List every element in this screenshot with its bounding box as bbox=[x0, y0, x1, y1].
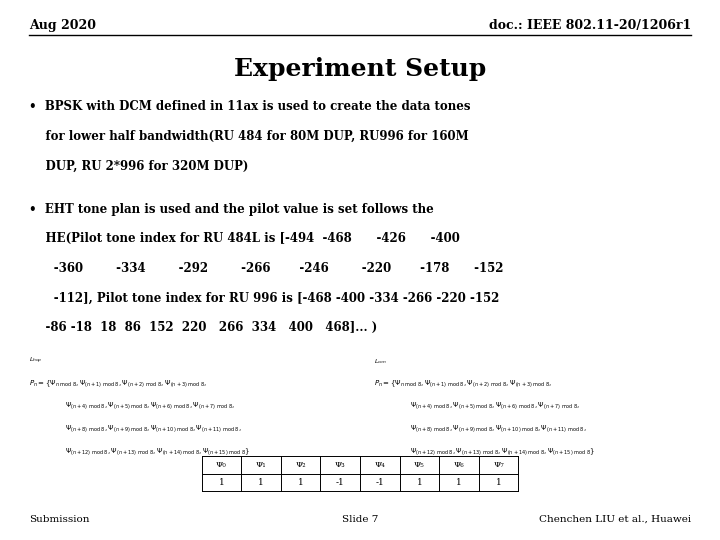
Text: $\Psi_{(n+12)\ \mathrm{mod}\ 8}, \Psi_{(n+13)\ \mathrm{mod}\ 8}, \Psi_{(n+14)\ \: $\Psi_{(n+12)\ \mathrm{mod}\ 8}, \Psi_{(… bbox=[410, 446, 595, 457]
Text: -112], Pilot tone index for RU 996 is [-468 -400 -334 -266 -220 -152: -112], Pilot tone index for RU 996 is [-… bbox=[29, 292, 499, 305]
Text: •  EHT tone plan is used and the pilot value is set follows the: • EHT tone plan is used and the pilot va… bbox=[29, 202, 433, 215]
Text: $L_{con}$: $L_{con}$ bbox=[374, 357, 387, 366]
Text: 1: 1 bbox=[219, 478, 224, 487]
Text: Experiment Setup: Experiment Setup bbox=[234, 57, 486, 80]
Text: 1: 1 bbox=[258, 478, 264, 487]
Text: Ψ₀: Ψ₀ bbox=[216, 461, 227, 469]
Text: $\Psi_{(n+4)\ \mathrm{mod}\ 8}, \Psi_{(n+5)\ \mathrm{mod}\ 8}, \Psi_{(n+6)\ \mat: $\Psi_{(n+4)\ \mathrm{mod}\ 8}, \Psi_{(n… bbox=[410, 401, 581, 411]
Text: •  BPSK with DCM defined in 11ax is used to create the data tones: • BPSK with DCM defined in 11ax is used … bbox=[29, 100, 470, 113]
Text: HE(Pilot tone index for RU 484L is [-494  -468      -426      -400: HE(Pilot tone index for RU 484L is [-494… bbox=[29, 232, 459, 245]
Text: Ψ₁: Ψ₁ bbox=[256, 461, 266, 469]
Text: DUP, RU 2*996 for 320M DUP): DUP, RU 2*996 for 320M DUP) bbox=[29, 159, 248, 172]
Text: Ψ₃: Ψ₃ bbox=[335, 461, 346, 469]
Text: Ψ₅: Ψ₅ bbox=[414, 461, 425, 469]
Text: $\Psi_{(n+4)\ \mathrm{mod}\ 8}, \Psi_{(n+5)\ \mathrm{mod}\ 8}, \Psi_{(n+6)\ \mat: $\Psi_{(n+4)\ \mathrm{mod}\ 8}, \Psi_{(n… bbox=[65, 401, 235, 411]
Text: $\Psi_{(n+12)\ \mathrm{mod}\ 8}, \Psi_{(n+13)\ \mathrm{mod}\ 8}, \Psi_{(n+14)\ \: $\Psi_{(n+12)\ \mathrm{mod}\ 8}, \Psi_{(… bbox=[65, 446, 250, 457]
Text: 1: 1 bbox=[496, 478, 501, 487]
Text: -360        -334        -292        -266       -246        -220       -178      : -360 -334 -292 -266 -246 -220 -178 bbox=[29, 262, 503, 275]
Text: Chenchen LIU et al., Huawei: Chenchen LIU et al., Huawei bbox=[539, 515, 691, 524]
Text: Ψ₂: Ψ₂ bbox=[295, 461, 306, 469]
Text: 1: 1 bbox=[298, 478, 303, 487]
Text: -1: -1 bbox=[375, 478, 384, 487]
Text: $P_n = \{\Psi_{n\ \mathrm{mod}\ 8}, \Psi_{(n+1)\ \mathrm{mod}\ 8}, \Psi_{(n+2)\ : $P_n = \{\Psi_{n\ \mathrm{mod}\ 8}, \Psi… bbox=[29, 378, 207, 389]
Text: 1: 1 bbox=[456, 478, 462, 487]
Text: Ψ₇: Ψ₇ bbox=[493, 461, 504, 469]
Text: 1: 1 bbox=[417, 478, 422, 487]
Text: doc.: IEEE 802.11-20/1206r1: doc.: IEEE 802.11-20/1206r1 bbox=[489, 19, 691, 32]
Text: -1: -1 bbox=[336, 478, 345, 487]
Text: Submission: Submission bbox=[29, 515, 89, 524]
Text: Aug 2020: Aug 2020 bbox=[29, 19, 96, 32]
Text: $L_{hop}$: $L_{hop}$ bbox=[29, 356, 42, 366]
Text: for lower half bandwidth(RU 484 for 80M DUP, RU996 for 160M: for lower half bandwidth(RU 484 for 80M … bbox=[29, 130, 469, 143]
Text: Ψ₆: Ψ₆ bbox=[454, 461, 464, 469]
Text: $\Psi_{(n+8)\ \mathrm{mod}\ 8}, \Psi_{(n+9)\ \mathrm{mod}\ 8}, \Psi_{(n+10)\ \ma: $\Psi_{(n+8)\ \mathrm{mod}\ 8}, \Psi_{(n… bbox=[65, 423, 241, 434]
Text: Slide 7: Slide 7 bbox=[342, 515, 378, 524]
Text: $\Psi_{(n+8)\ \mathrm{mod}\ 8}, \Psi_{(n+9)\ \mathrm{mod}\ 8}, \Psi_{(n+10)\ \ma: $\Psi_{(n+8)\ \mathrm{mod}\ 8}, \Psi_{(n… bbox=[410, 423, 587, 434]
Text: Ψ₄: Ψ₄ bbox=[374, 461, 385, 469]
Text: -86 -18  18  86  152  220   266  334   400   468]... ): -86 -18 18 86 152 220 266 334 400 468]..… bbox=[29, 321, 377, 334]
Text: $P_n = \{\Psi_{n\ \mathrm{mod}\ 8}, \Psi_{(n+1)\ \mathrm{mod}\ 8}, \Psi_{(n+2)\ : $P_n = \{\Psi_{n\ \mathrm{mod}\ 8}, \Psi… bbox=[374, 378, 552, 389]
